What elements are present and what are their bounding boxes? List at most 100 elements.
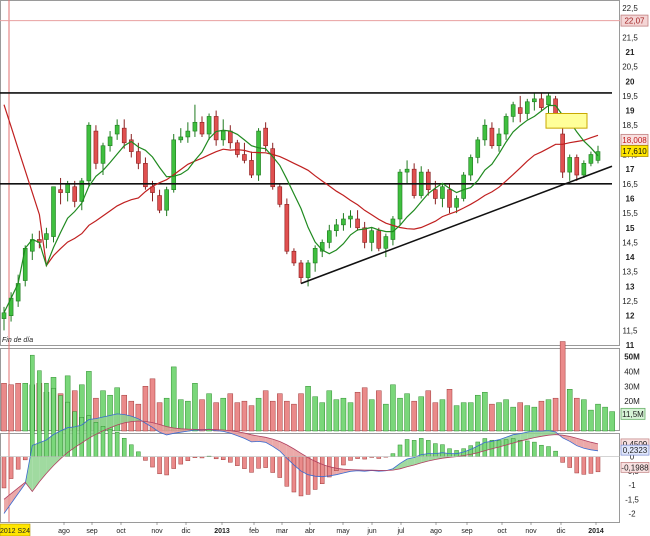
candle-body bbox=[341, 218, 346, 226]
macd-signal-line bbox=[3, 420, 599, 500]
macd-fill-segment bbox=[576, 438, 584, 449]
macd-fill-segment bbox=[166, 426, 174, 435]
macd-fill-segment bbox=[124, 414, 132, 423]
macd-histogram-bar bbox=[305, 456, 311, 495]
x-tick-label: nov bbox=[525, 528, 537, 535]
volume-bar bbox=[178, 399, 184, 432]
candle-body bbox=[164, 189, 169, 211]
macd-histogram-bar bbox=[121, 437, 127, 457]
macd-histogram-bar bbox=[433, 443, 438, 457]
candle-body bbox=[213, 116, 219, 141]
volume-bar bbox=[517, 402, 523, 432]
macd-histogram-bar bbox=[58, 395, 63, 457]
candle-body bbox=[334, 224, 339, 232]
price-tick-label: 13,5 bbox=[622, 268, 638, 277]
volume-bar bbox=[503, 399, 509, 432]
x-tick-label: oct bbox=[497, 528, 506, 535]
ma-price-tag: 18,008 bbox=[620, 133, 649, 146]
macd-histogram-bar bbox=[79, 417, 85, 457]
macd-histogram-bar bbox=[157, 456, 162, 475]
volume-bar bbox=[8, 384, 14, 432]
macd-histogram-bar bbox=[86, 415, 92, 457]
candle-body bbox=[447, 189, 452, 208]
macd-histogram-bar bbox=[468, 445, 473, 457]
candle-body bbox=[532, 98, 537, 103]
price-tick-label: 11 bbox=[626, 341, 635, 350]
candle-body bbox=[93, 130, 99, 164]
volume-bar bbox=[376, 390, 382, 432]
volume-bar bbox=[390, 384, 396, 432]
high-price-tag-bg bbox=[620, 14, 649, 27]
volume-bar bbox=[595, 403, 601, 432]
macd-histogram-bar bbox=[213, 456, 219, 460]
volume-bar bbox=[298, 393, 304, 432]
macd-tick-label: -2 bbox=[628, 509, 636, 518]
price-tick-label: 21,5 bbox=[622, 33, 638, 42]
candle-body bbox=[263, 127, 268, 147]
volume-tick-label: 30M bbox=[624, 382, 640, 391]
candle-body bbox=[574, 157, 580, 176]
candle-body bbox=[355, 218, 360, 229]
volume-bar bbox=[510, 406, 516, 432]
x-tick-label: nov bbox=[151, 528, 163, 535]
macd-histogram-bar bbox=[319, 456, 325, 484]
moving-average-short bbox=[3, 104, 599, 314]
volume-bar bbox=[333, 399, 340, 432]
macd-fill-segment bbox=[110, 413, 118, 428]
x-tick-label: oct bbox=[116, 528, 125, 535]
volume-bar bbox=[121, 394, 127, 432]
volume-bar bbox=[404, 393, 410, 432]
candle-body bbox=[1, 312, 7, 319]
volume-bar bbox=[397, 397, 403, 432]
volume-bar bbox=[460, 402, 467, 432]
macd-histogram-bar bbox=[362, 456, 367, 460]
volume-bar bbox=[425, 390, 432, 432]
volume-bars bbox=[1, 341, 615, 432]
macd-histogram-bar bbox=[411, 440, 417, 457]
candle-body bbox=[348, 215, 353, 220]
volume-bar bbox=[312, 396, 318, 432]
candle-body bbox=[489, 127, 495, 147]
x-tick-label: dic bbox=[557, 528, 566, 535]
macd-histogram-bar bbox=[574, 456, 580, 474]
macd-histogram-bar bbox=[72, 411, 77, 457]
price-overlays bbox=[0, 92, 613, 314]
macd-histogram-bar bbox=[298, 456, 304, 497]
candle-body bbox=[291, 250, 297, 264]
macd-histogram-bar bbox=[503, 439, 509, 457]
candle-body bbox=[503, 116, 509, 135]
volume-bar bbox=[241, 400, 248, 432]
price-panel-frame bbox=[0, 0, 620, 346]
macd-histogram-bar bbox=[539, 444, 544, 457]
price-tick-label: 12 bbox=[626, 312, 635, 321]
macd-histogram-bar bbox=[256, 456, 261, 469]
macd-histogram-bar bbox=[447, 448, 452, 457]
price-tick-label: 12,5 bbox=[622, 297, 638, 306]
candle-body bbox=[546, 95, 551, 106]
candle-body bbox=[305, 262, 311, 278]
macd-histogram-bar bbox=[510, 438, 516, 457]
macd-histogram-bar bbox=[418, 438, 424, 457]
volume-bar bbox=[142, 386, 149, 432]
macd-histogram-bar bbox=[171, 456, 176, 469]
candle-body bbox=[44, 233, 49, 240]
macd-fill-segment bbox=[590, 442, 598, 451]
macd-histogram-bar bbox=[178, 456, 184, 465]
candle-body bbox=[581, 163, 587, 176]
candle-body bbox=[319, 242, 325, 252]
volume-tag-text: 11,5M bbox=[622, 410, 644, 419]
price-tick-label: 20,5 bbox=[622, 63, 638, 72]
x-tick-label: feb bbox=[249, 528, 259, 535]
candle-body bbox=[199, 121, 205, 135]
price-tick-label: 17 bbox=[626, 165, 635, 174]
volume-bar bbox=[170, 366, 177, 432]
volume-bar bbox=[559, 341, 566, 432]
candle-body bbox=[143, 163, 148, 188]
volume-bar bbox=[149, 378, 156, 432]
volume-bar bbox=[432, 402, 439, 432]
macd-fill-segment bbox=[230, 430, 238, 436]
price-tick-label: 15,5 bbox=[622, 209, 638, 218]
candle-body bbox=[588, 154, 594, 164]
candle-body bbox=[270, 148, 276, 188]
volume-bar bbox=[467, 402, 474, 432]
